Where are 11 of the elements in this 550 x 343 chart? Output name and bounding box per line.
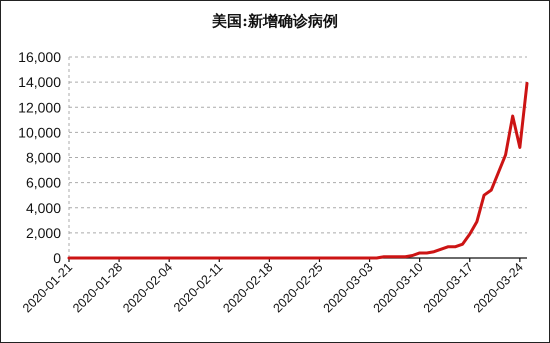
y-tick-label: 10,000 <box>18 124 62 140</box>
y-tick-label: 0 <box>53 250 62 266</box>
line-series <box>68 82 528 260</box>
y-tick-label: 16,000 <box>18 49 62 65</box>
chart-title: 美国:新增确诊病例 <box>211 12 338 30</box>
y-tick-label: 8,000 <box>26 150 62 166</box>
y-tick-label: 2,000 <box>26 224 62 241</box>
y-tick-label: 12,000 <box>18 99 62 116</box>
y-tick-label: 6,000 <box>26 174 62 191</box>
y-tick-label: 4,000 <box>26 200 62 216</box>
y-tick-label: 14,000 <box>18 74 62 90</box>
